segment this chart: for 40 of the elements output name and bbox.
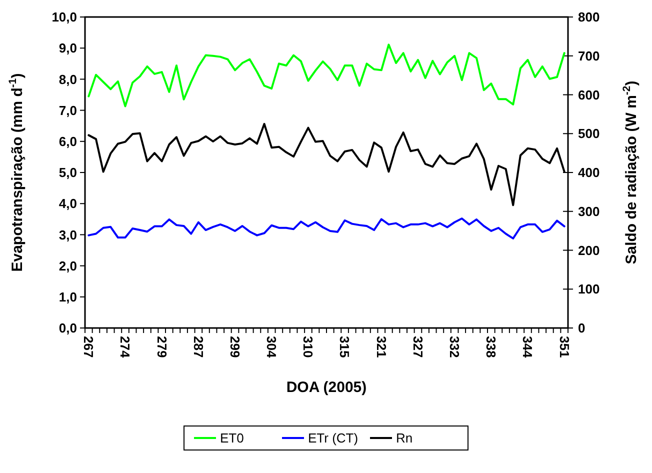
x-tick-label: 327: [410, 336, 426, 358]
y-tick-label: 2,0: [58, 258, 77, 274]
x-tick-label: 279: [154, 336, 170, 358]
x-axis-title: DOA (2005): [286, 379, 367, 396]
y-tick-label: 10,0: [52, 10, 77, 25]
y-tick-label: 6,0: [58, 134, 77, 149]
y-tick-label: 9,0: [58, 40, 77, 56]
y2-tick-label: 700: [578, 48, 600, 64]
y2-tick-label: 400: [578, 165, 600, 180]
y-tick-label: 7,0: [58, 102, 77, 118]
x-tick-label: 332: [447, 336, 462, 358]
x-tick-label: 299: [227, 336, 242, 358]
x-tick-label: 274: [118, 336, 133, 358]
x-tick-label: 304: [264, 336, 280, 358]
x-tick-label: 267: [81, 336, 96, 358]
y-tick-label: 0,0: [58, 320, 77, 336]
x-tick-label: 310: [300, 336, 316, 358]
y-tick-label: 3,0: [58, 227, 77, 242]
y2-tick-label: 0: [578, 320, 586, 336]
line-series: [88, 218, 566, 240]
legend-label: ET0: [220, 430, 244, 446]
x-tick-label: 351: [556, 336, 572, 358]
y-tick-label: 5,0: [58, 165, 77, 180]
x-tick-label: 287: [190, 336, 206, 358]
y2-tick-label: 800: [578, 10, 600, 25]
y2-tick-label: 500: [578, 126, 600, 142]
y2-tick-label: 200: [578, 242, 600, 258]
x-tick-label: 315: [337, 336, 352, 358]
x-tick-label: 344: [520, 336, 536, 358]
y-tick-label: 1,0: [58, 289, 77, 304]
y2-tick-label: 600: [578, 87, 600, 102]
legend-label: Rn: [396, 430, 413, 446]
line-series: [88, 44, 566, 108]
y2-tick-label: 100: [578, 282, 600, 297]
y-tick-label: 8,0: [58, 72, 77, 87]
y2-tick-label: 300: [578, 204, 600, 219]
x-tick-label: 321: [374, 336, 389, 358]
x-tick-label: 338: [484, 336, 499, 358]
legend-label: ETr (CT): [308, 430, 358, 446]
y-tick-label: 4,0: [58, 196, 77, 212]
